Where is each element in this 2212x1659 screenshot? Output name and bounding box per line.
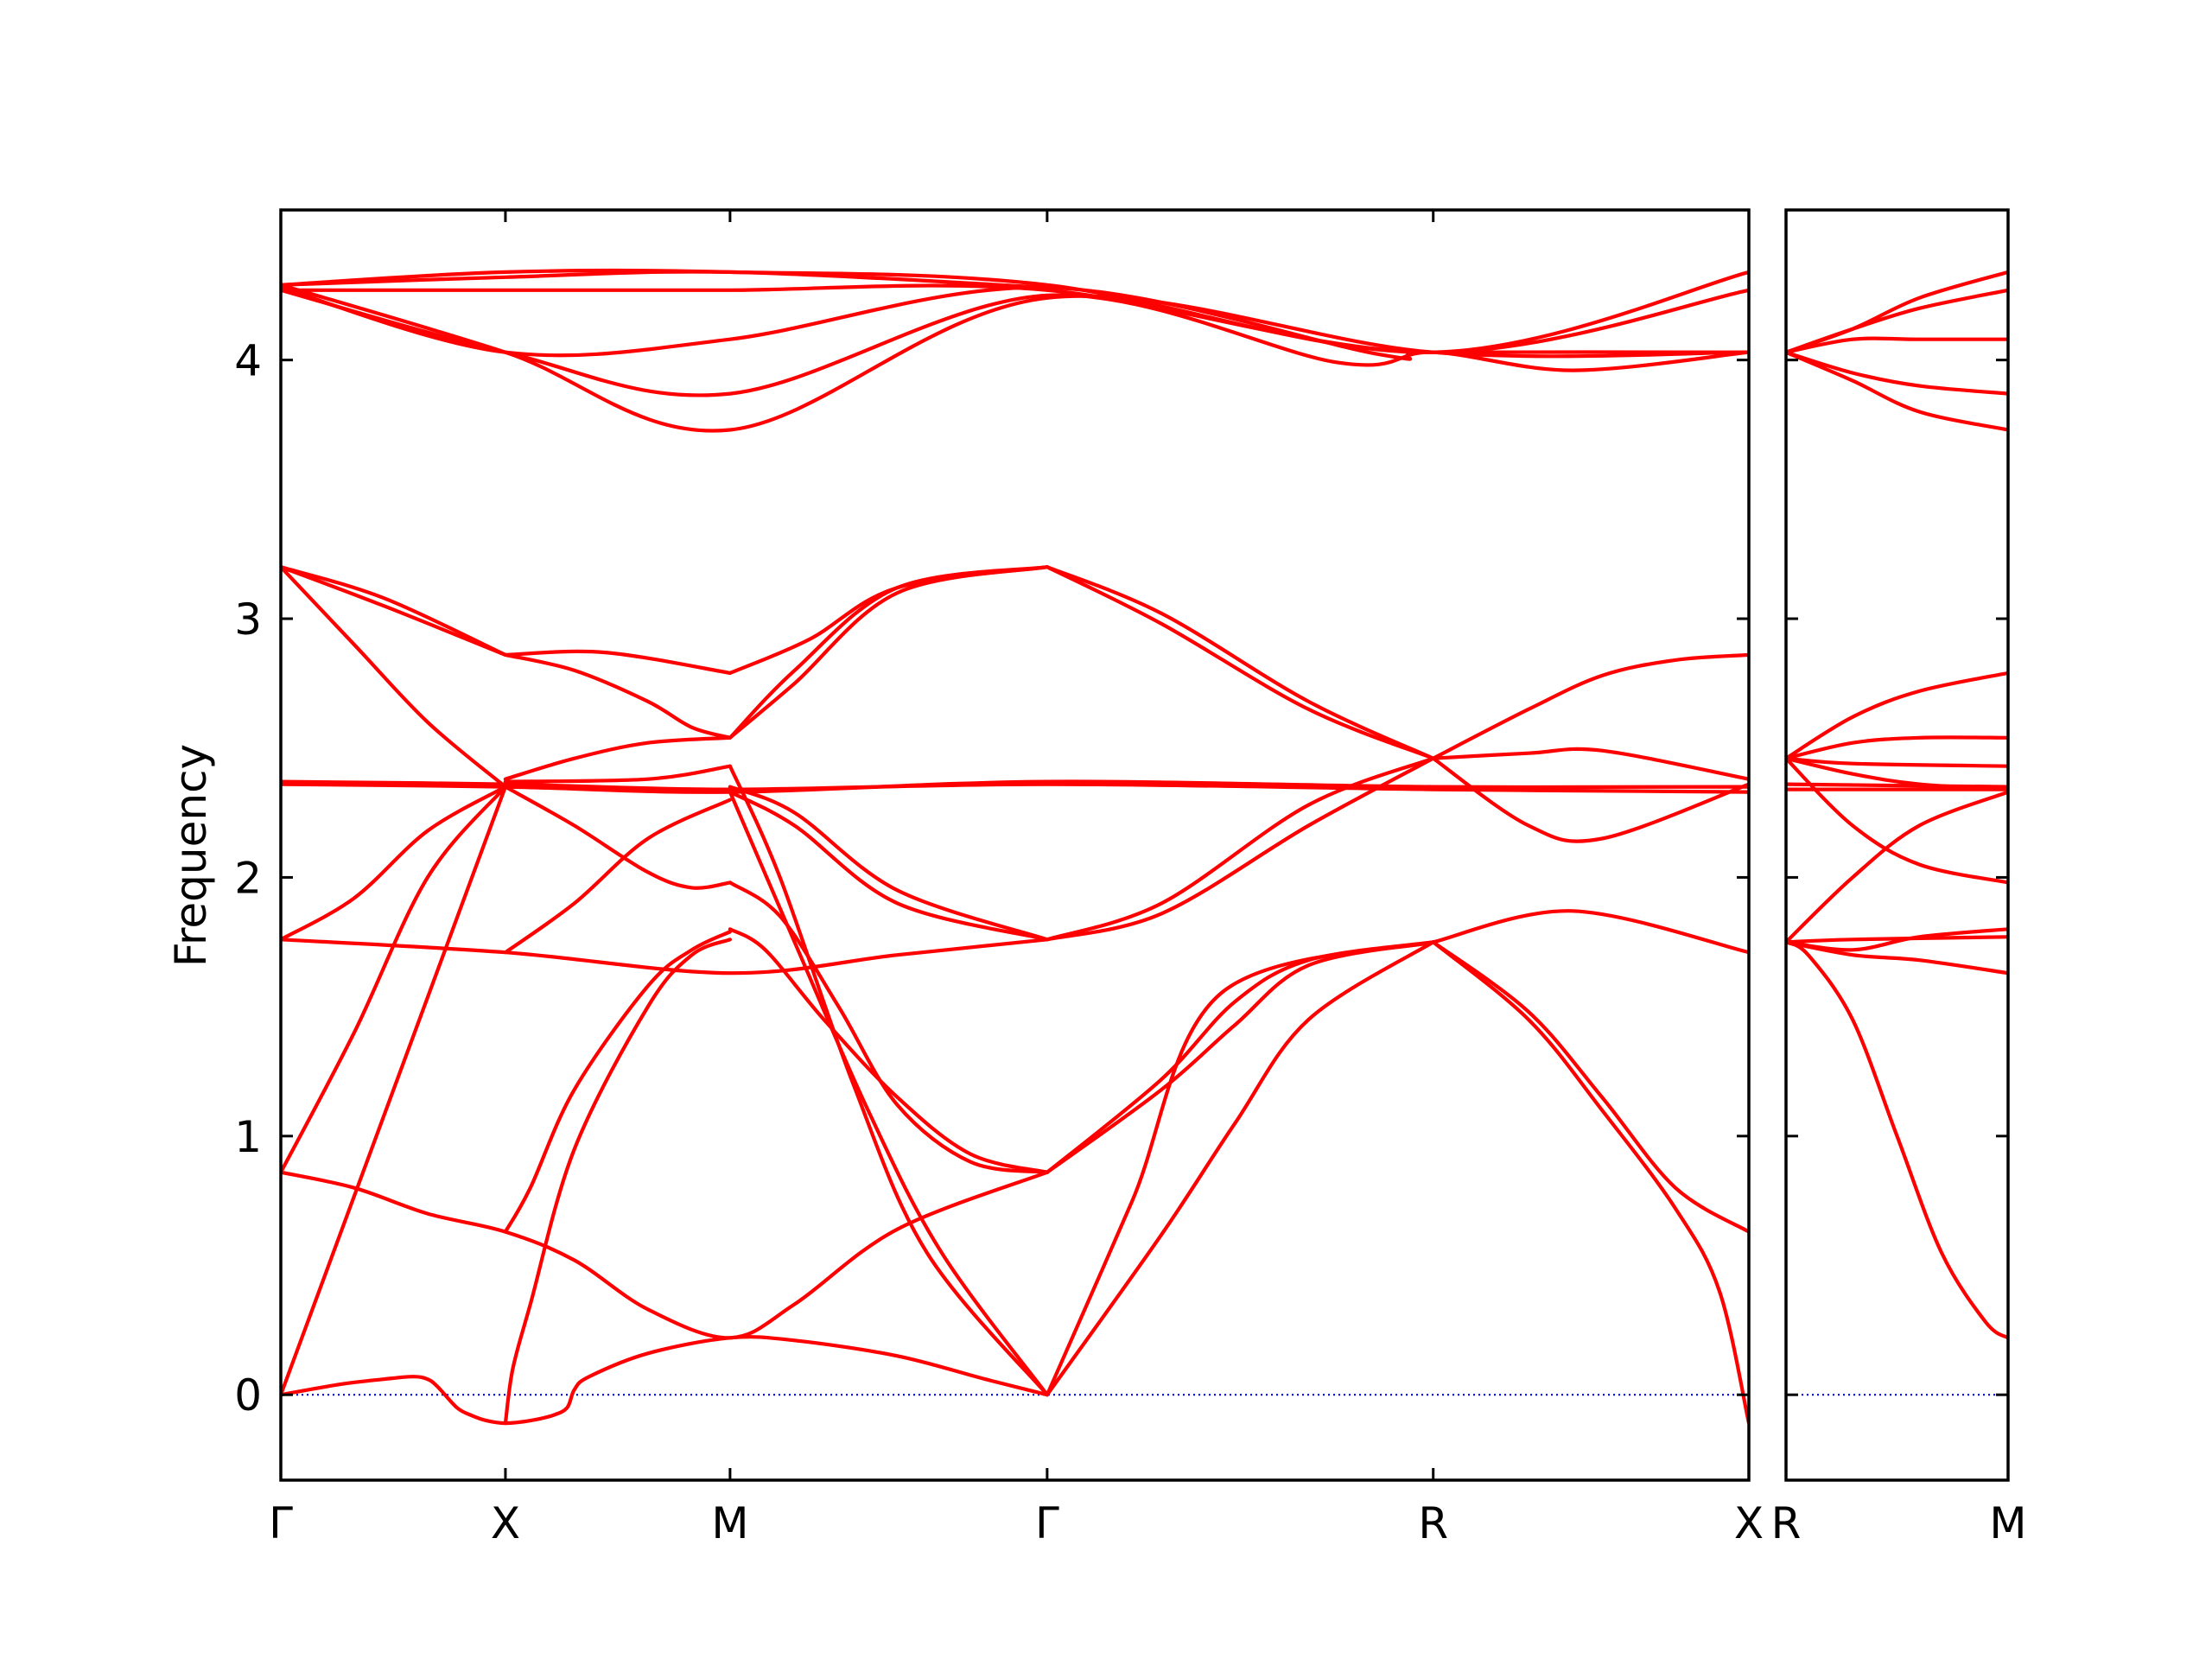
band-line xyxy=(728,880,1049,1174)
x-tick-label: X xyxy=(491,1498,520,1548)
band-line xyxy=(503,798,732,955)
band-line xyxy=(281,565,507,657)
x-tick-label: R xyxy=(1418,1498,1448,1548)
x-tick-label: Γ xyxy=(1035,1498,1059,1548)
band-line xyxy=(728,790,1049,1397)
y-tick-label: 4 xyxy=(234,336,262,386)
band-line xyxy=(503,785,732,890)
band-line xyxy=(1431,909,1749,955)
band-line xyxy=(281,565,507,657)
band-line xyxy=(503,652,732,740)
band-line xyxy=(503,938,732,1426)
band-line xyxy=(1045,756,1435,942)
band-line xyxy=(1045,565,1435,760)
band-line xyxy=(281,268,1749,354)
band-line xyxy=(1431,747,1749,781)
band-line xyxy=(1786,790,2008,944)
band-line xyxy=(1045,940,1435,1174)
band-line xyxy=(1786,935,2008,944)
x-tick-label: X xyxy=(1734,1498,1764,1548)
band-line xyxy=(1786,350,2008,396)
band-line xyxy=(281,779,1749,794)
band-line xyxy=(1786,927,2008,952)
band-line xyxy=(1786,350,2008,432)
band-line xyxy=(503,930,732,1234)
band-line xyxy=(281,938,1049,976)
band-line xyxy=(281,785,507,942)
band-line xyxy=(1431,756,1749,843)
band-line xyxy=(281,785,507,1397)
y-tick-label: 0 xyxy=(234,1370,262,1421)
band-line xyxy=(281,565,507,789)
band-line xyxy=(728,790,1049,942)
x-tick-label: M xyxy=(1989,1498,2026,1548)
plot-frame xyxy=(1784,208,2010,1482)
main-plot-panel: Γ X M Γ R X 0 1 2 3 4 xyxy=(234,208,1764,1548)
plot-frame xyxy=(279,208,1751,1482)
band-line xyxy=(1786,756,2008,768)
band-line xyxy=(1431,940,1749,1234)
band-line xyxy=(503,764,732,784)
band-line xyxy=(281,283,1749,433)
band-line xyxy=(1045,940,1435,1397)
band-line xyxy=(728,565,1049,675)
x-tick-label: R xyxy=(1771,1498,1802,1548)
band-line xyxy=(281,1170,1049,1340)
band-line xyxy=(1786,671,2008,760)
band-line xyxy=(1045,940,1435,1397)
band-line xyxy=(1786,735,2008,760)
band-line xyxy=(1786,782,2008,789)
y-tick-label: 2 xyxy=(234,853,262,903)
band-line xyxy=(281,1335,1049,1426)
band-line xyxy=(728,764,1049,1397)
band-line xyxy=(1786,336,2008,354)
band-line xyxy=(1045,940,1435,1174)
band-line xyxy=(1431,940,1749,1426)
band-line xyxy=(503,649,732,675)
band-line xyxy=(728,927,1049,1174)
x-tick-label: Γ xyxy=(269,1498,293,1548)
band-line xyxy=(281,283,1749,354)
band-line xyxy=(281,785,507,1174)
band-line xyxy=(503,735,732,781)
band-line xyxy=(1786,940,2008,1340)
band-line xyxy=(1045,756,1435,942)
band-line xyxy=(1786,288,2008,354)
band-line xyxy=(281,270,1049,289)
y-tick-label: 3 xyxy=(234,594,262,645)
band-line xyxy=(1431,652,1749,760)
band-line xyxy=(728,785,1049,942)
x-tick-label: M xyxy=(711,1498,748,1548)
band-line xyxy=(1786,756,2008,885)
y-tick-label: 1 xyxy=(234,1112,262,1162)
band-line xyxy=(1045,565,1435,760)
y-axis-label: Frequency xyxy=(166,744,216,967)
